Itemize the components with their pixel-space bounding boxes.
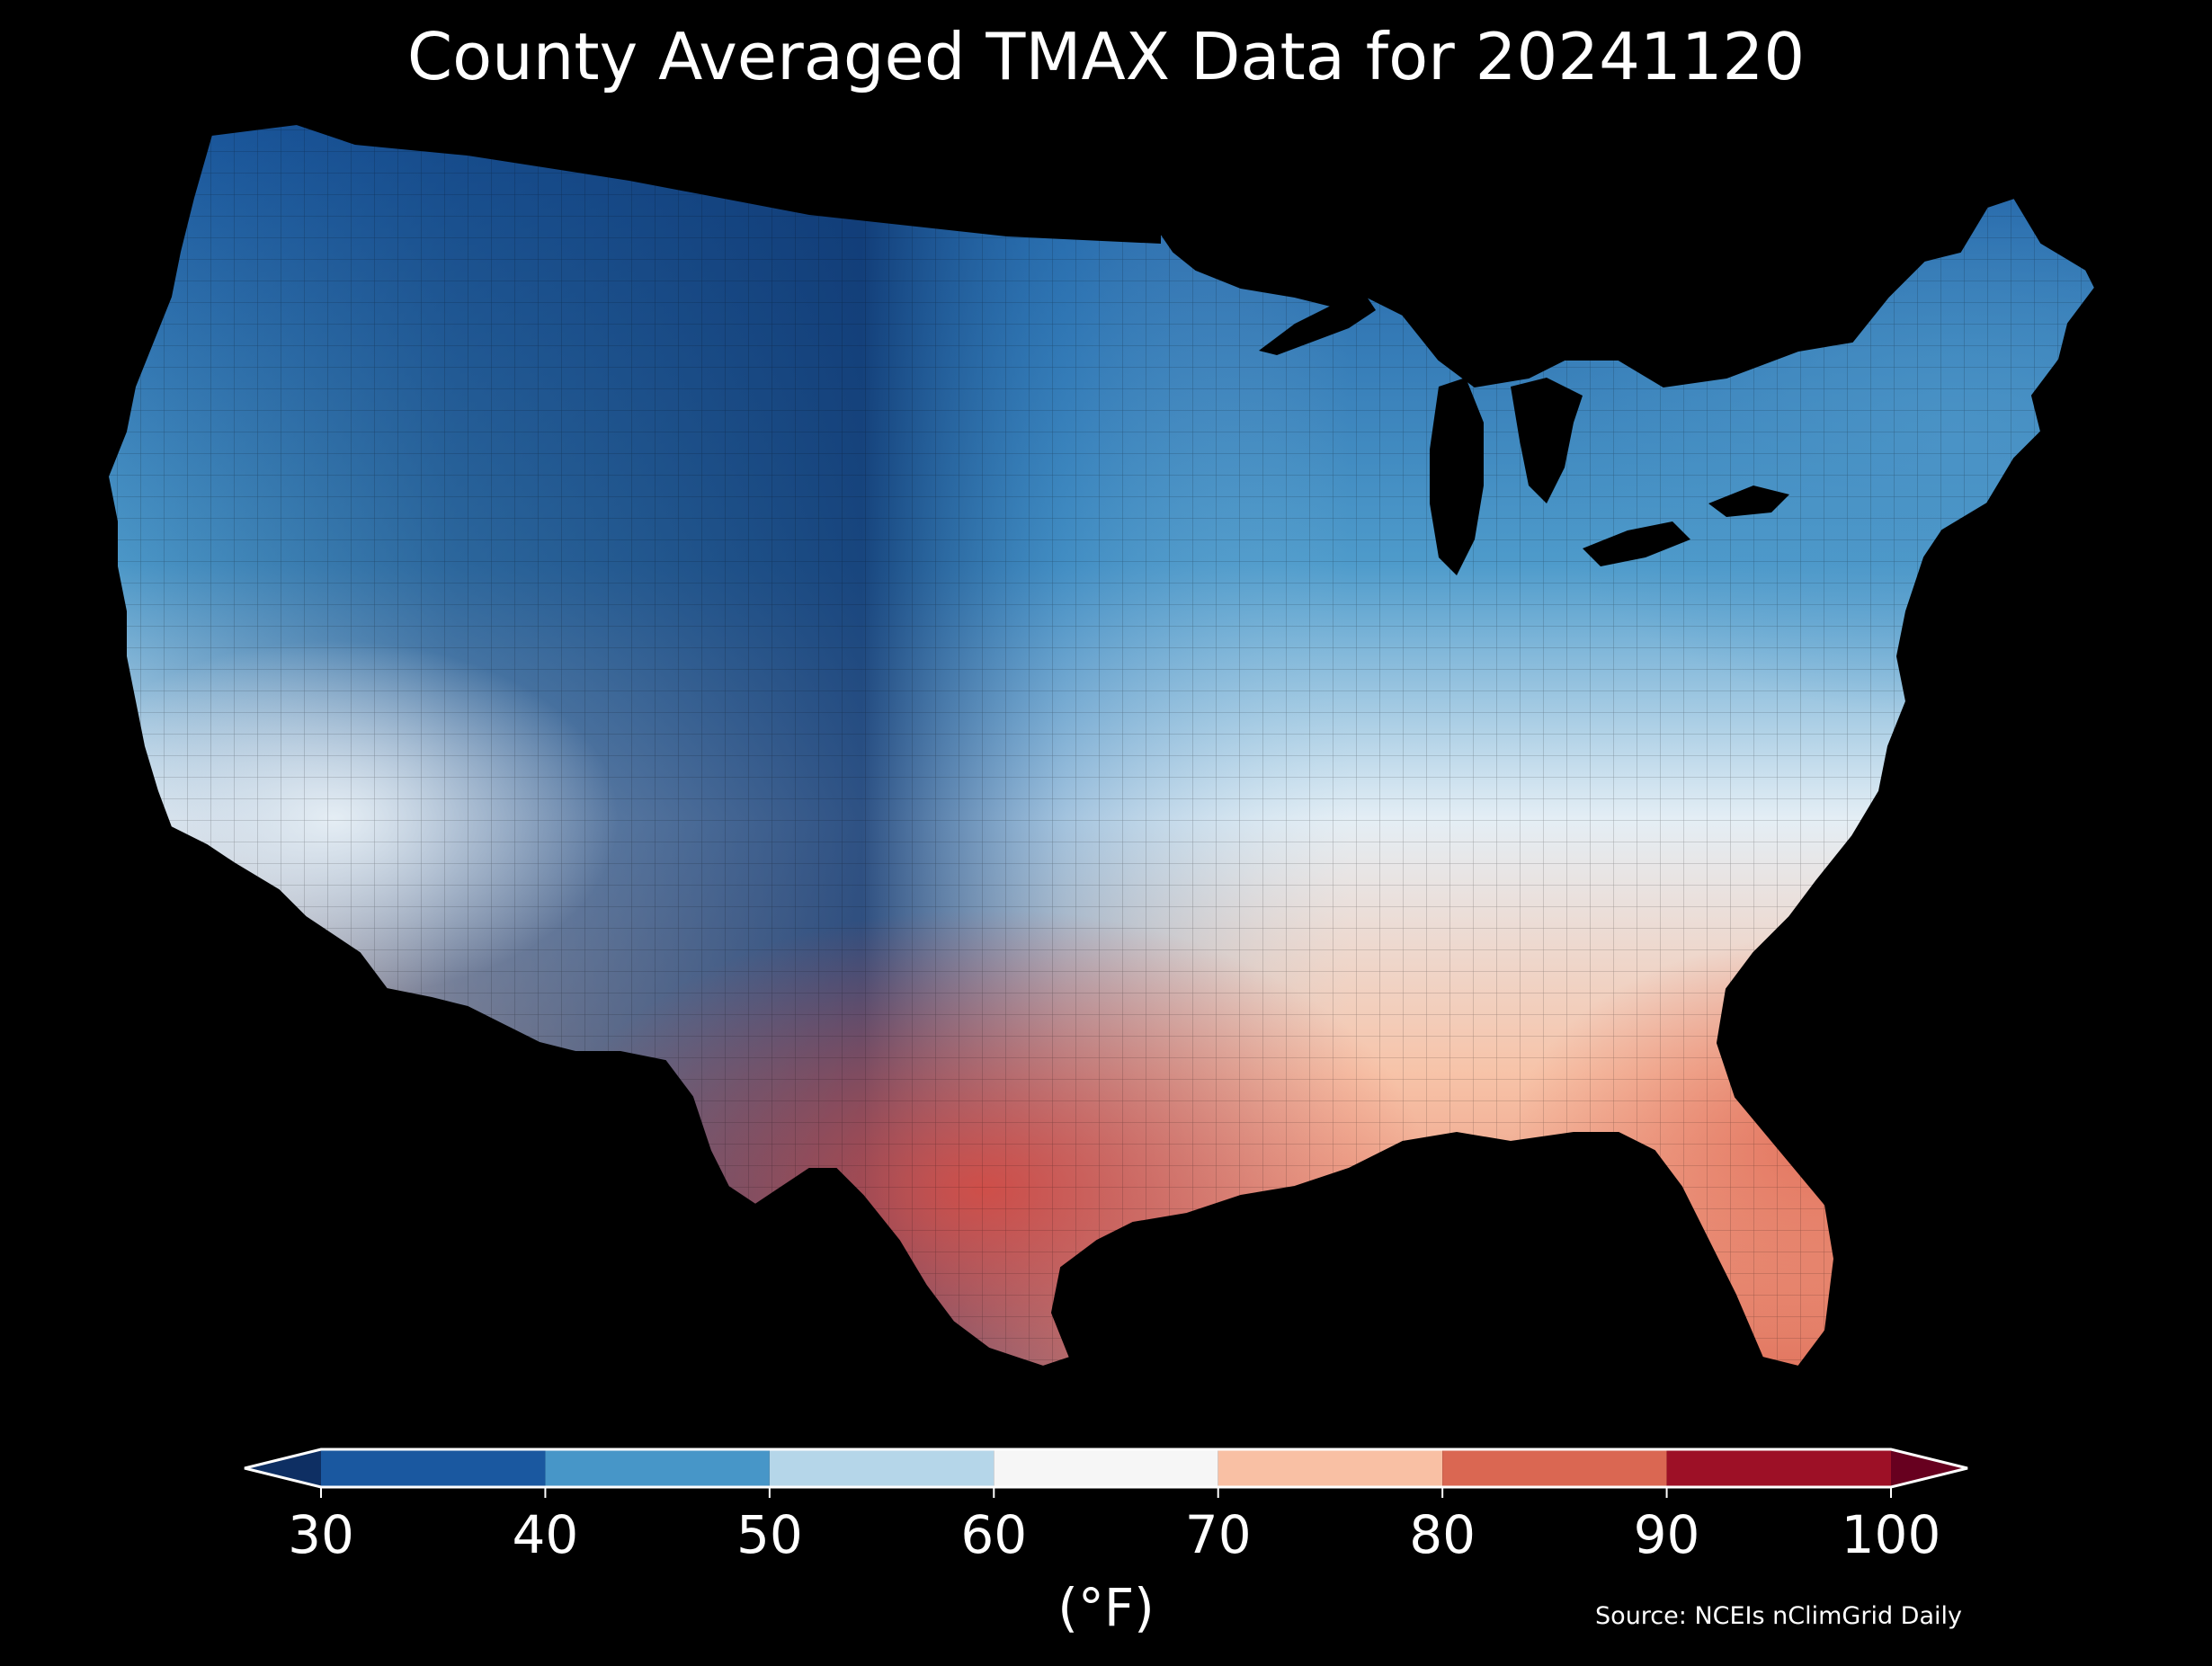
colorbar-over-arrow [1891, 1449, 1967, 1487]
colorbar-bin-90-100 [1666, 1449, 1891, 1487]
colorbar-tick-label: 30 [288, 1504, 354, 1565]
colorbar-bin-80-90 [1442, 1449, 1667, 1487]
colorbar-bin-30-40 [321, 1449, 546, 1487]
colorbar-unit-label: (°F) [1057, 1577, 1155, 1638]
colorbar-tick-label: 100 [1841, 1504, 1941, 1565]
colorbar-bin-60-70 [994, 1449, 1218, 1487]
colorbar-tick-label: 90 [1633, 1504, 1700, 1565]
colorbar-under-arrow [245, 1449, 321, 1487]
colorbar-tick-label: 50 [736, 1504, 803, 1565]
map-title: County Averaged TMAX Data for 20241120 [406, 19, 1806, 94]
colorbar-tick-label: 80 [1409, 1504, 1476, 1565]
colorbar-bin-70-80 [1217, 1449, 1443, 1487]
colorbar-bin-50-60 [769, 1449, 995, 1487]
colorbar-tick-label: 40 [512, 1504, 579, 1565]
great-lakes [1259, 297, 1789, 575]
colorbar-bin-40-50 [545, 1449, 770, 1487]
colorbar-tick-label: 60 [960, 1504, 1028, 1565]
colorbar-tick-label: 70 [1184, 1504, 1252, 1565]
source-credit: Source: NCEIs nClimGrid Daily [1595, 1602, 1962, 1630]
